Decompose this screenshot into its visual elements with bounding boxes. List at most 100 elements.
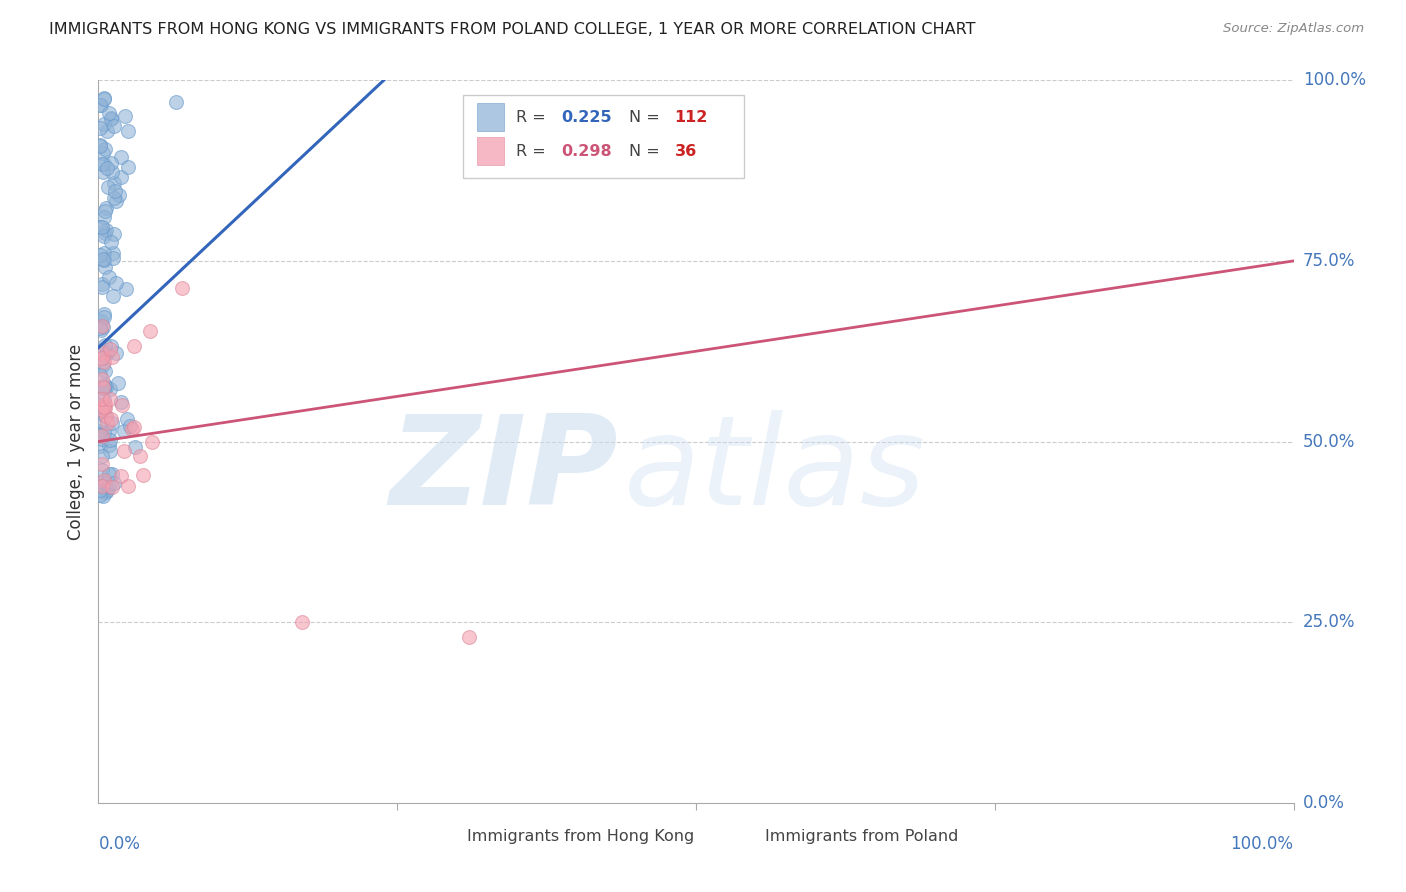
Point [93, 474, 115, 488]
Point [94, 223, 117, 237]
Text: Immigrants from Hong Kong: Immigrants from Hong Kong [467, 830, 693, 844]
Text: N =: N = [628, 144, 665, 159]
Point [132, 468, 155, 483]
Point [91, 458, 114, 472]
Text: 112: 112 [675, 110, 707, 125]
Point [94, 397, 117, 411]
Point [96, 124, 118, 138]
Bar [477, 137, 503, 165]
Point [91, 380, 114, 394]
Text: 0.225: 0.225 [561, 110, 612, 125]
Point [91, 372, 114, 386]
Text: atlas: atlas [624, 410, 927, 531]
Point [93, 354, 115, 368]
Text: R =: R = [516, 144, 550, 159]
Point [101, 480, 124, 494]
Point [94, 485, 117, 500]
Point [96, 161, 118, 175]
Point [93, 253, 115, 268]
Point [91, 319, 114, 334]
Point [114, 110, 136, 124]
Text: R =: R = [516, 110, 550, 125]
Point [104, 185, 127, 199]
Point [101, 351, 124, 365]
Point [89, 137, 111, 152]
Point [129, 449, 152, 463]
Point [91, 145, 114, 160]
Point [89, 320, 111, 334]
Point [121, 422, 143, 436]
Point [94, 202, 117, 216]
Point [101, 417, 124, 431]
Point [104, 346, 127, 360]
Point [93, 380, 115, 394]
Point [91, 165, 114, 179]
Point [91, 485, 114, 500]
Point [91, 358, 114, 372]
Point [124, 441, 146, 455]
Point [93, 92, 115, 106]
Text: 0.298: 0.298 [561, 144, 612, 159]
Point [91, 463, 114, 477]
Point [117, 160, 139, 174]
Point [93, 381, 115, 395]
Point [107, 376, 129, 390]
Point [101, 246, 124, 260]
Point [98, 269, 121, 284]
Text: ZIP: ZIP [389, 410, 619, 531]
Point [110, 150, 132, 164]
Point [98, 342, 121, 356]
Point [94, 409, 117, 423]
Point [89, 488, 111, 502]
Point [94, 226, 117, 240]
Point [93, 204, 115, 219]
Point [100, 112, 122, 126]
Point [93, 400, 115, 414]
Point [93, 245, 115, 260]
Point [90, 343, 112, 357]
Point [89, 248, 111, 262]
Point [93, 117, 115, 131]
Text: IMMIGRANTS FROM HONG KONG VS IMMIGRANTS FROM POLAND COLLEGE, 1 YEAR OR MORE CORR: IMMIGRANTS FROM HONG KONG VS IMMIGRANTS … [49, 22, 976, 37]
Point [101, 289, 124, 303]
Point [165, 95, 187, 109]
Point [98, 480, 121, 494]
Point [100, 411, 122, 425]
Point [96, 346, 118, 360]
Point [91, 351, 114, 365]
Point [93, 91, 115, 105]
Point [100, 156, 122, 170]
Point [100, 112, 122, 126]
Point [103, 176, 125, 190]
Point [124, 339, 146, 353]
Point [117, 479, 139, 493]
Text: 36: 36 [675, 144, 697, 159]
Point [103, 227, 125, 241]
Point [94, 401, 117, 415]
Point [90, 280, 112, 294]
Point [103, 119, 125, 133]
Point [93, 211, 115, 225]
Text: 75.0%: 75.0% [1303, 252, 1355, 270]
Point [115, 412, 138, 426]
Text: 100.0%: 100.0% [1303, 71, 1367, 89]
Point [91, 478, 114, 492]
Text: 50.0%: 50.0% [1303, 433, 1355, 450]
Text: 0.0%: 0.0% [1303, 794, 1346, 812]
Point [94, 142, 117, 156]
Point [90, 314, 112, 328]
Point [98, 443, 121, 458]
Point [141, 434, 163, 449]
Point [91, 432, 114, 446]
Point [91, 345, 114, 359]
Text: 100.0%: 100.0% [1230, 835, 1294, 854]
Point [105, 194, 128, 208]
Point [90, 478, 112, 492]
Point [94, 378, 117, 392]
Bar [439, 828, 458, 844]
Point [111, 398, 134, 412]
Text: Source: ZipAtlas.com: Source: ZipAtlas.com [1223, 22, 1364, 36]
Point [120, 419, 142, 434]
Point [124, 420, 146, 434]
Point [90, 97, 112, 112]
